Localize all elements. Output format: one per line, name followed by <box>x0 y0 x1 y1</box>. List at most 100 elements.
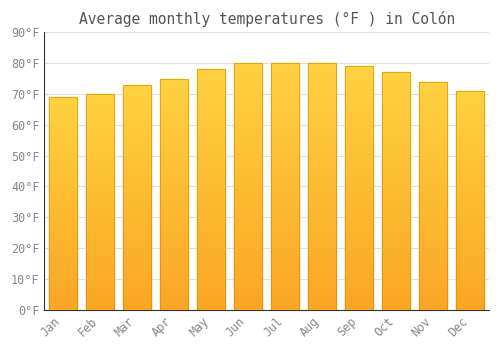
Bar <box>123 166 151 168</box>
Bar <box>197 77 225 79</box>
Bar <box>123 148 151 150</box>
Bar <box>160 164 188 167</box>
Bar <box>382 212 410 215</box>
Bar <box>420 232 447 234</box>
Bar <box>272 307 299 310</box>
Bar <box>197 173 225 175</box>
Bar <box>123 85 151 310</box>
Bar <box>160 257 188 259</box>
Bar <box>272 154 299 157</box>
Bar <box>86 193 114 195</box>
Bar <box>420 296 447 298</box>
Bar <box>160 210 188 213</box>
Bar <box>123 251 151 253</box>
Bar <box>456 216 484 218</box>
Bar <box>49 208 77 210</box>
Bar <box>382 163 410 165</box>
Bar <box>160 203 188 206</box>
Bar <box>308 241 336 243</box>
Bar <box>420 298 447 301</box>
Bar <box>123 305 151 307</box>
Bar <box>49 127 77 129</box>
Bar <box>160 120 188 122</box>
Bar <box>123 245 151 247</box>
Bar <box>272 120 299 122</box>
Bar <box>420 175 447 177</box>
Bar <box>86 148 114 150</box>
Bar <box>420 139 447 141</box>
Bar <box>272 110 299 113</box>
Bar <box>420 255 447 257</box>
Bar <box>308 223 336 226</box>
Bar <box>160 162 188 164</box>
Bar <box>197 120 225 122</box>
Bar <box>346 288 373 290</box>
Bar <box>272 285 299 288</box>
Bar <box>197 108 225 110</box>
Bar <box>308 145 336 147</box>
Bar <box>123 253 151 256</box>
Bar <box>197 257 225 259</box>
Bar <box>123 159 151 161</box>
Bar <box>86 258 114 260</box>
Bar <box>272 201 299 204</box>
Bar <box>86 202 114 204</box>
Bar <box>382 222 410 224</box>
Bar <box>49 201 77 203</box>
Bar <box>346 125 373 127</box>
Bar <box>272 260 299 263</box>
Bar <box>234 63 262 310</box>
Bar <box>49 278 77 280</box>
Bar <box>456 148 484 150</box>
Bar <box>420 191 447 194</box>
Bar <box>382 158 410 160</box>
Bar <box>160 167 188 169</box>
Bar <box>420 105 447 107</box>
Bar <box>456 198 484 200</box>
Bar <box>346 173 373 176</box>
Bar <box>420 127 447 130</box>
Bar <box>160 183 188 185</box>
Bar <box>197 127 225 130</box>
Bar <box>420 223 447 225</box>
Bar <box>308 154 336 157</box>
Bar <box>160 111 188 113</box>
Bar <box>234 273 262 275</box>
Bar <box>308 110 336 113</box>
Bar <box>86 182 114 185</box>
Bar <box>197 204 225 206</box>
Bar <box>197 252 225 254</box>
Bar <box>197 283 225 286</box>
Bar <box>346 166 373 169</box>
Bar <box>456 279 484 281</box>
Bar <box>86 228 114 230</box>
Bar <box>160 208 188 210</box>
Bar <box>234 100 262 103</box>
Bar <box>308 78 336 80</box>
Bar <box>234 110 262 113</box>
Bar <box>160 280 188 282</box>
Bar <box>272 243 299 246</box>
Bar <box>308 300 336 302</box>
Bar <box>346 130 373 132</box>
Bar <box>197 69 225 310</box>
Bar <box>456 150 484 152</box>
Bar <box>123 132 151 134</box>
Bar <box>49 203 77 205</box>
Bar <box>197 266 225 269</box>
Bar <box>49 284 77 286</box>
Bar <box>197 91 225 93</box>
Bar <box>382 122 410 125</box>
Bar <box>382 111 410 113</box>
Bar <box>382 286 410 288</box>
Bar <box>382 288 410 291</box>
Bar <box>234 73 262 76</box>
Bar <box>382 96 410 99</box>
Bar <box>123 96 151 98</box>
Bar <box>308 226 336 229</box>
Bar <box>456 91 484 310</box>
Bar <box>234 63 262 66</box>
Bar <box>456 95 484 98</box>
Bar <box>346 232 373 234</box>
Bar <box>346 118 373 120</box>
